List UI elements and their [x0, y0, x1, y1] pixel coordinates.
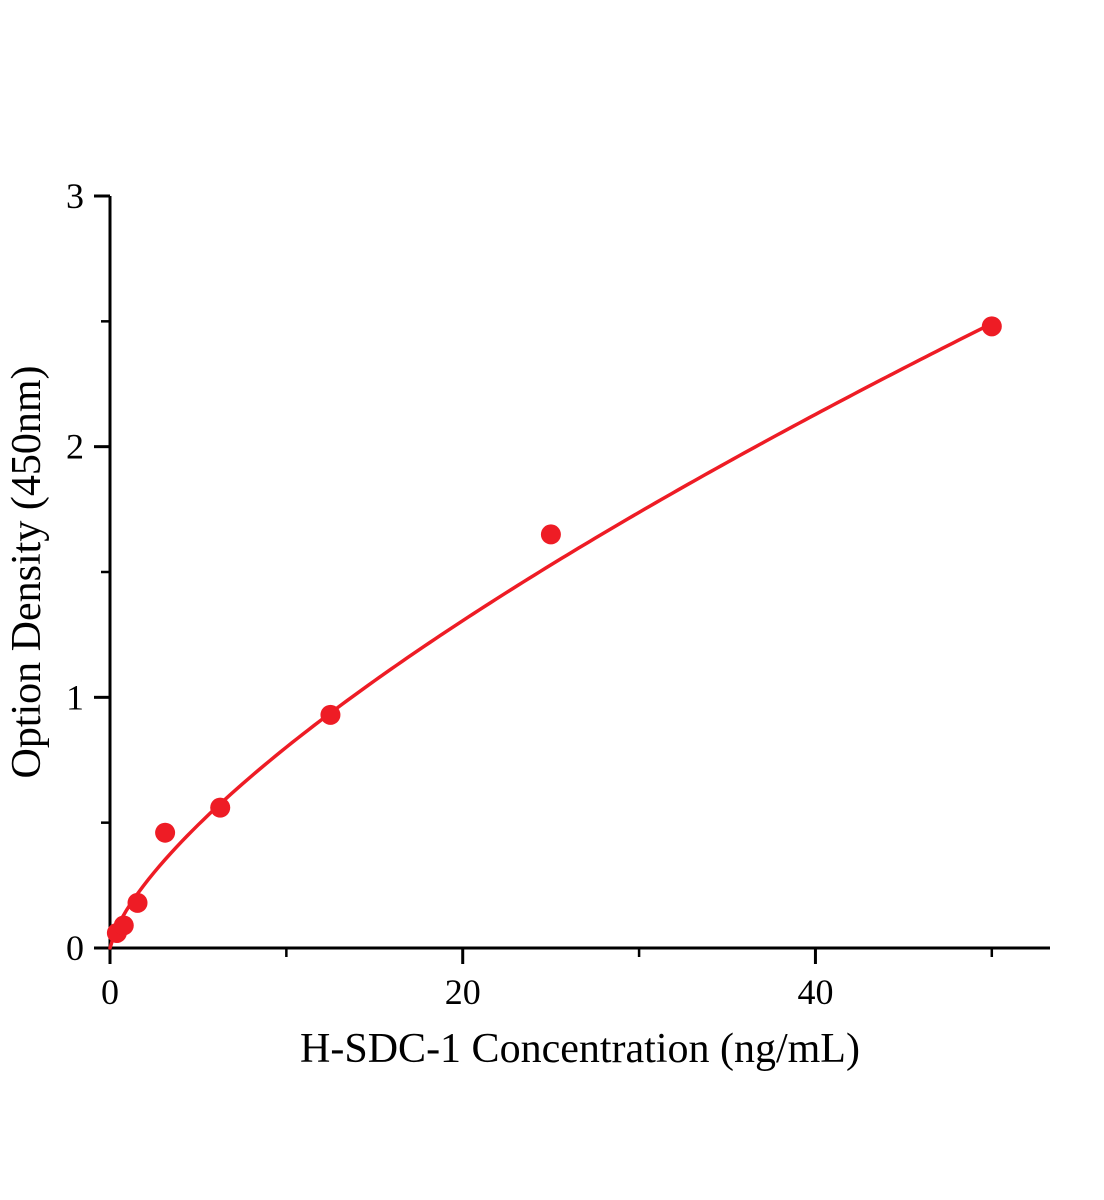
fit-curve: [108, 321, 994, 950]
y-axis-label: Option Density (450nm): [4, 366, 50, 779]
x-axis-label: H-SDC-1 Concentration (ng/mL): [300, 1026, 860, 1072]
x-tick-label: 40: [797, 972, 833, 1012]
data-point: [127, 892, 148, 913]
plot-layer: 0 20 40 0 1 2 3: [66, 176, 1050, 1012]
data-point: [981, 316, 1002, 337]
data-point: [155, 822, 176, 843]
data-point: [320, 704, 341, 725]
x-tick-label: 20: [445, 972, 481, 1012]
y-tick-label: 2: [66, 427, 84, 467]
y-tick-label: 1: [66, 677, 84, 717]
data-point: [113, 915, 134, 936]
y-tick-label: 3: [66, 176, 84, 216]
x-tick-label: 0: [101, 972, 119, 1012]
data-point: [540, 524, 561, 545]
y-tick-label: 0: [66, 928, 84, 968]
data-point: [210, 797, 231, 818]
